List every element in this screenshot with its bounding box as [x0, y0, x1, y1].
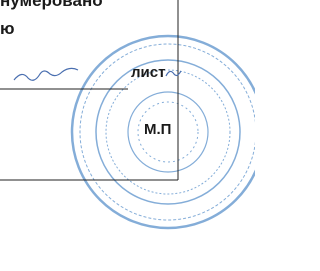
page: {"lines": ["нумеровано", "ю"], "sheet_la…: [0, 0, 255, 271]
sheet-label: лист: [131, 64, 165, 81]
handwriting: [166, 71, 181, 76]
heading-line: ю: [0, 19, 15, 38]
heading-line: нумеровано: [0, 0, 103, 10]
handwriting: [14, 68, 78, 80]
seal-label: М.П: [144, 121, 171, 138]
document-fragment: нумеровано ю лист М.П: [0, 0, 255, 271]
